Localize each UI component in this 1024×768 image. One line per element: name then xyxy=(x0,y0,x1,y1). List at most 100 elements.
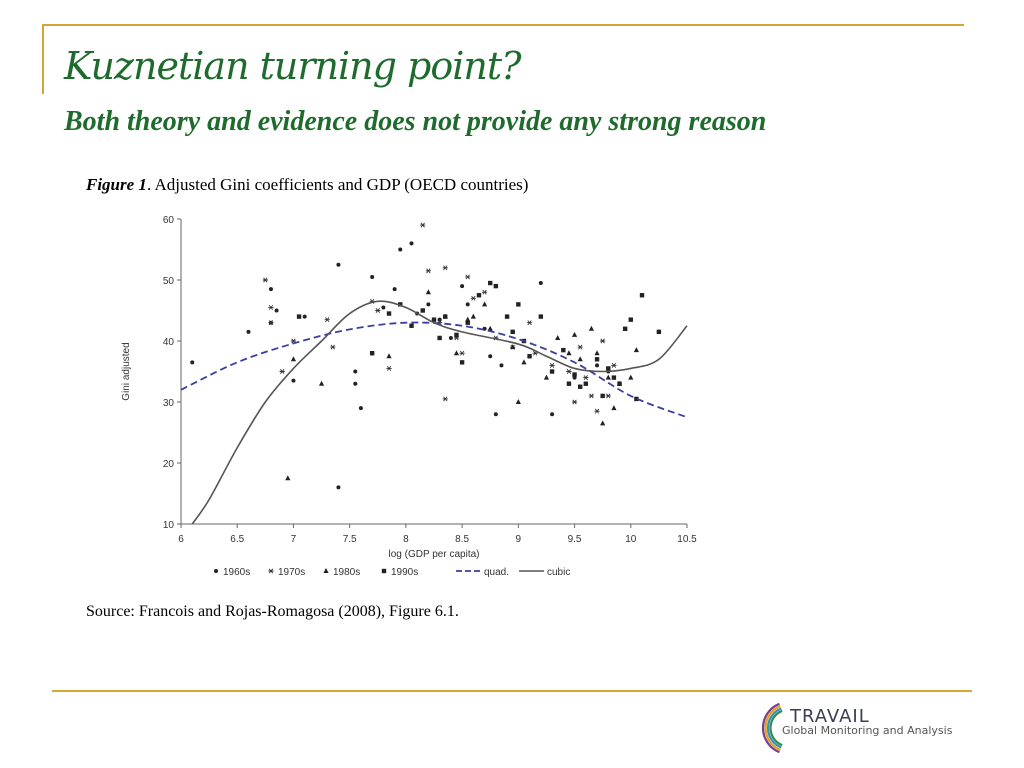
figure-caption: Figure 1. Adjusted Gini coefficients and… xyxy=(86,175,528,195)
x-tick-label: 6.5 xyxy=(230,534,244,545)
point-1970s xyxy=(442,265,448,271)
slide-subtitle: Both theory and evidence does not provid… xyxy=(64,106,767,137)
point-1960s xyxy=(488,354,493,359)
point-1970s xyxy=(279,369,285,374)
point-1970s xyxy=(465,274,471,280)
legend-key-1980s xyxy=(323,568,329,573)
y-tick-label: 50 xyxy=(163,276,175,287)
point-1980s xyxy=(453,350,460,356)
y-tick-label: 40 xyxy=(163,337,175,348)
point-1980s xyxy=(318,380,325,386)
point-1990s xyxy=(572,372,577,377)
point-1970s xyxy=(262,277,268,283)
point-1980s xyxy=(386,353,392,359)
point-1960s xyxy=(246,329,251,334)
point-1990s xyxy=(634,396,639,402)
point-1990s xyxy=(476,293,482,298)
point-1990s xyxy=(617,381,622,386)
point-1970s xyxy=(324,317,330,323)
point-1970s xyxy=(268,304,274,310)
figure-label: Figure 1 xyxy=(86,175,147,194)
legend-label-cubic: cubic xyxy=(547,567,570,578)
point-1970s xyxy=(600,338,606,344)
x-axis-title: log (GDP per capita) xyxy=(389,549,480,560)
x-tick-label: 10 xyxy=(625,534,637,545)
point-1970s xyxy=(611,362,617,368)
x-tick-label: 9 xyxy=(516,534,522,545)
point-1970s xyxy=(482,289,488,295)
line-cubic xyxy=(191,300,688,525)
point-1960s xyxy=(302,314,307,319)
point-1980s xyxy=(510,344,516,350)
legend-label-quad.: quad. xyxy=(484,567,509,578)
point-1960s xyxy=(392,287,397,292)
point-1960s xyxy=(465,302,470,307)
point-1980s xyxy=(470,313,476,319)
logo-ring xyxy=(761,702,780,754)
x-tick-label: 9.5 xyxy=(568,534,582,545)
point-1990s xyxy=(398,302,403,307)
point-1980s xyxy=(555,334,561,340)
point-1960s xyxy=(460,284,465,289)
point-1960s xyxy=(595,363,600,368)
y-axis-title: Gini adjusted xyxy=(121,342,132,400)
point-1980s xyxy=(465,316,471,322)
legend-key-1970s xyxy=(268,568,274,574)
slide-title: Kuznetian turning point? xyxy=(64,44,522,88)
x-tick-label: 6 xyxy=(178,534,184,545)
point-1990s xyxy=(443,314,448,319)
point-1970s xyxy=(425,268,431,274)
bottom-rule xyxy=(52,690,972,692)
point-1990s xyxy=(504,314,510,319)
y-tick-label: 30 xyxy=(163,398,175,409)
point-1990s xyxy=(600,393,605,399)
point-1960s xyxy=(426,302,431,307)
point-1960s xyxy=(336,485,341,490)
y-tick-label: 60 xyxy=(163,215,175,226)
line-quad. xyxy=(180,321,688,419)
point-1960s xyxy=(353,381,358,386)
point-1970s xyxy=(583,375,589,381)
x-tick-label: 8 xyxy=(403,534,409,545)
point-1990s xyxy=(594,357,600,362)
point-1960s xyxy=(499,363,504,368)
point-1970s xyxy=(566,369,572,374)
point-1980s xyxy=(628,374,634,380)
point-1980s xyxy=(290,356,297,362)
x-tick-label: 7 xyxy=(291,534,297,545)
x-tick-label: 10.5 xyxy=(677,534,697,545)
legend-key-1960s xyxy=(214,569,218,573)
x-tick-label: 8.5 xyxy=(455,534,469,545)
logo-ring xyxy=(769,709,783,747)
point-1990s xyxy=(549,369,555,374)
point-1980s xyxy=(487,325,493,331)
point-1990s xyxy=(409,323,414,328)
point-1990s xyxy=(583,381,588,386)
point-1970s xyxy=(470,295,476,301)
point-1990s xyxy=(606,366,611,371)
point-1990s xyxy=(488,280,493,286)
legend-label-1990s: 1990s xyxy=(391,567,418,578)
point-1970s xyxy=(442,396,448,402)
logo-ring xyxy=(766,707,782,749)
point-1980s xyxy=(482,301,488,307)
point-1980s xyxy=(611,405,617,411)
point-1970s xyxy=(594,408,600,414)
point-1990s xyxy=(510,329,515,335)
y-tick-label: 20 xyxy=(163,459,175,470)
point-1990s xyxy=(656,329,662,335)
point-1970s xyxy=(459,350,465,356)
point-1990s xyxy=(622,326,628,331)
point-1980s xyxy=(594,350,600,356)
point-1990s xyxy=(459,360,465,365)
point-1990s xyxy=(628,317,633,322)
point-1990s xyxy=(493,283,499,289)
point-1960s xyxy=(409,241,414,246)
point-1990s xyxy=(561,347,566,353)
x-tick-label: 7.5 xyxy=(343,534,357,545)
legend-label-1970s: 1970s xyxy=(278,567,305,578)
logo-tagline: Global Monitoring and Analysis xyxy=(782,724,953,737)
point-1990s xyxy=(611,375,617,380)
point-1960s xyxy=(268,287,273,292)
point-1980s xyxy=(588,325,595,331)
